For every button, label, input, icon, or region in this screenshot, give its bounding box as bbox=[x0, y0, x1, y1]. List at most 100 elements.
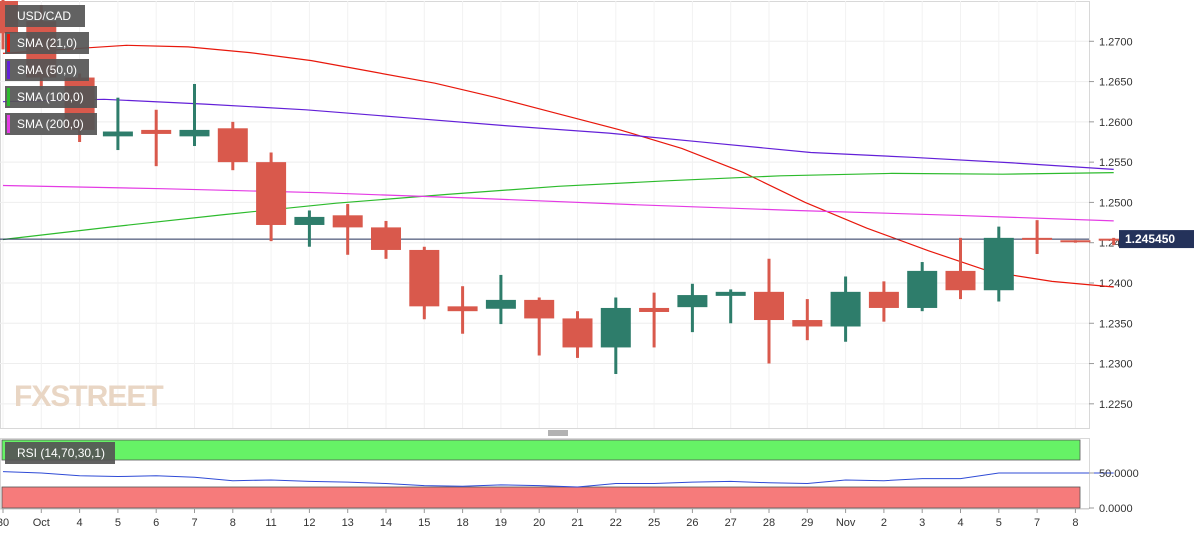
legend-color-swatch bbox=[7, 115, 10, 133]
candle[interactable] bbox=[639, 292, 670, 348]
x-tick-label: 27 bbox=[725, 517, 737, 529]
legend-sma-3[interactable]: SMA (200,0) bbox=[5, 113, 97, 135]
price-y-tick-label: 1.2550 bbox=[1099, 157, 1133, 169]
candle-body bbox=[485, 299, 516, 309]
price-y-tick-label: 1.2400 bbox=[1099, 278, 1133, 290]
candle[interactable] bbox=[371, 220, 401, 259]
candle-body bbox=[1022, 237, 1053, 240]
rsi-y-tick-label: 0.0000 bbox=[1099, 503, 1133, 515]
legend-box-bg bbox=[5, 442, 115, 464]
legend-sma-1[interactable]: SMA (50,0) bbox=[5, 59, 89, 81]
rsi-line bbox=[2, 471, 1114, 488]
candle[interactable] bbox=[524, 297, 555, 356]
candle-body bbox=[179, 129, 210, 137]
x-tick-label: Nov bbox=[836, 517, 856, 529]
candle-body bbox=[562, 318, 593, 348]
price-y-axis: 1.22501.23001.23501.24001.24501.25001.25… bbox=[0, 36, 1133, 411]
legend-color-swatch bbox=[7, 34, 10, 52]
legend-box-bg bbox=[5, 32, 89, 54]
candle-body bbox=[256, 162, 287, 225]
x-tick-label: 19 bbox=[495, 517, 507, 529]
candle[interactable] bbox=[754, 258, 784, 364]
candle-body bbox=[1060, 240, 1091, 243]
legend-color-swatch bbox=[7, 88, 10, 106]
candle-body bbox=[524, 299, 555, 319]
candle[interactable] bbox=[830, 276, 861, 342]
candle[interactable] bbox=[677, 283, 708, 333]
price-y-tick-label: 1.2350 bbox=[1099, 318, 1133, 330]
x-tick-label: 11 bbox=[265, 517, 276, 529]
candle[interactable] bbox=[141, 109, 172, 167]
x-tick-label: 3 bbox=[919, 517, 925, 529]
legend-label: SMA (200,0) bbox=[17, 117, 84, 131]
x-tick-label: 29 bbox=[801, 517, 813, 529]
x-tick-label: 28 bbox=[763, 517, 775, 529]
candle-body bbox=[983, 237, 1014, 291]
legend-rsi[interactable]: RSI (14,70,30,1) bbox=[5, 442, 115, 464]
x-tick-label: 4 bbox=[957, 517, 963, 529]
sma-21-line bbox=[2, 44, 1114, 288]
candle[interactable] bbox=[868, 281, 899, 322]
candle-body bbox=[102, 131, 133, 137]
x-axis: 30Oct45678111213141518192021222526272829… bbox=[0, 508, 1089, 529]
panel-resize-handle[interactable] bbox=[548, 430, 568, 436]
candle[interactable] bbox=[294, 210, 325, 247]
candle-body bbox=[792, 320, 823, 327]
legend-sma-0[interactable]: SMA (21,0) bbox=[5, 32, 89, 54]
candle-body bbox=[715, 291, 746, 296]
candle[interactable] bbox=[409, 246, 440, 320]
candle[interactable] bbox=[600, 297, 631, 375]
candle[interactable] bbox=[332, 204, 363, 255]
candle[interactable] bbox=[1060, 240, 1091, 243]
price-y-tick-label: 1.2600 bbox=[1099, 117, 1133, 129]
last-price-label: 1.245450 bbox=[1125, 232, 1175, 246]
candle-body bbox=[945, 270, 976, 291]
legend-label: SMA (100,0) bbox=[17, 90, 84, 104]
legend-box-bg bbox=[5, 5, 85, 27]
legend-overlays: USD/CAD SMA (21,0) SMA (50,0) SMA (100,0) SM… bbox=[5, 5, 115, 464]
candle[interactable] bbox=[907, 262, 938, 312]
candle-body bbox=[754, 291, 784, 321]
x-tick-label: 6 bbox=[153, 517, 159, 529]
candle[interactable] bbox=[792, 299, 823, 341]
x-tick-label: 8 bbox=[230, 517, 236, 529]
candle[interactable] bbox=[562, 311, 593, 358]
rsi-overbought-zone bbox=[1, 439, 1081, 461]
candle[interactable] bbox=[1098, 237, 1129, 246]
legend-box-bg bbox=[5, 86, 97, 108]
candle[interactable] bbox=[1022, 220, 1053, 254]
candle[interactable] bbox=[945, 237, 976, 300]
candle-body bbox=[332, 215, 363, 228]
candle-body bbox=[907, 270, 938, 308]
candle-body bbox=[371, 227, 401, 250]
last-price-badge bbox=[1119, 230, 1194, 249]
legend-label: USD/CAD bbox=[17, 9, 71, 23]
candle[interactable] bbox=[217, 121, 248, 171]
candle[interactable] bbox=[715, 289, 746, 324]
legend-sma-2[interactable]: SMA (100,0) bbox=[5, 86, 97, 108]
x-tick-label: 2 bbox=[881, 517, 887, 529]
candle-body bbox=[600, 307, 631, 348]
x-tick-label: 21 bbox=[571, 517, 583, 529]
rsi-y-tick-label: 50.0000 bbox=[1099, 468, 1139, 480]
legend-box-bg bbox=[5, 59, 89, 81]
sma-200-line bbox=[2, 184, 1114, 222]
candle[interactable] bbox=[485, 274, 516, 325]
rsi-oversold-zone bbox=[1, 486, 1081, 509]
candle[interactable] bbox=[256, 152, 287, 242]
x-tick-label: 22 bbox=[610, 517, 622, 529]
sma-100-line bbox=[2, 172, 1114, 241]
candle[interactable] bbox=[447, 286, 478, 334]
legend-symbol[interactable]: USD/CAD bbox=[5, 5, 85, 27]
candle-body bbox=[677, 295, 708, 308]
x-tick-label: 8 bbox=[1072, 517, 1078, 529]
price-y-tick-label: 1.2300 bbox=[1099, 359, 1133, 371]
legend-label: SMA (50,0) bbox=[17, 63, 77, 77]
candle-body bbox=[868, 291, 899, 308]
candle[interactable] bbox=[983, 226, 1014, 302]
x-tick-label: 26 bbox=[686, 517, 698, 529]
x-tick-label: 30 bbox=[0, 517, 9, 529]
candle[interactable] bbox=[102, 97, 133, 151]
candle[interactable] bbox=[179, 83, 210, 147]
